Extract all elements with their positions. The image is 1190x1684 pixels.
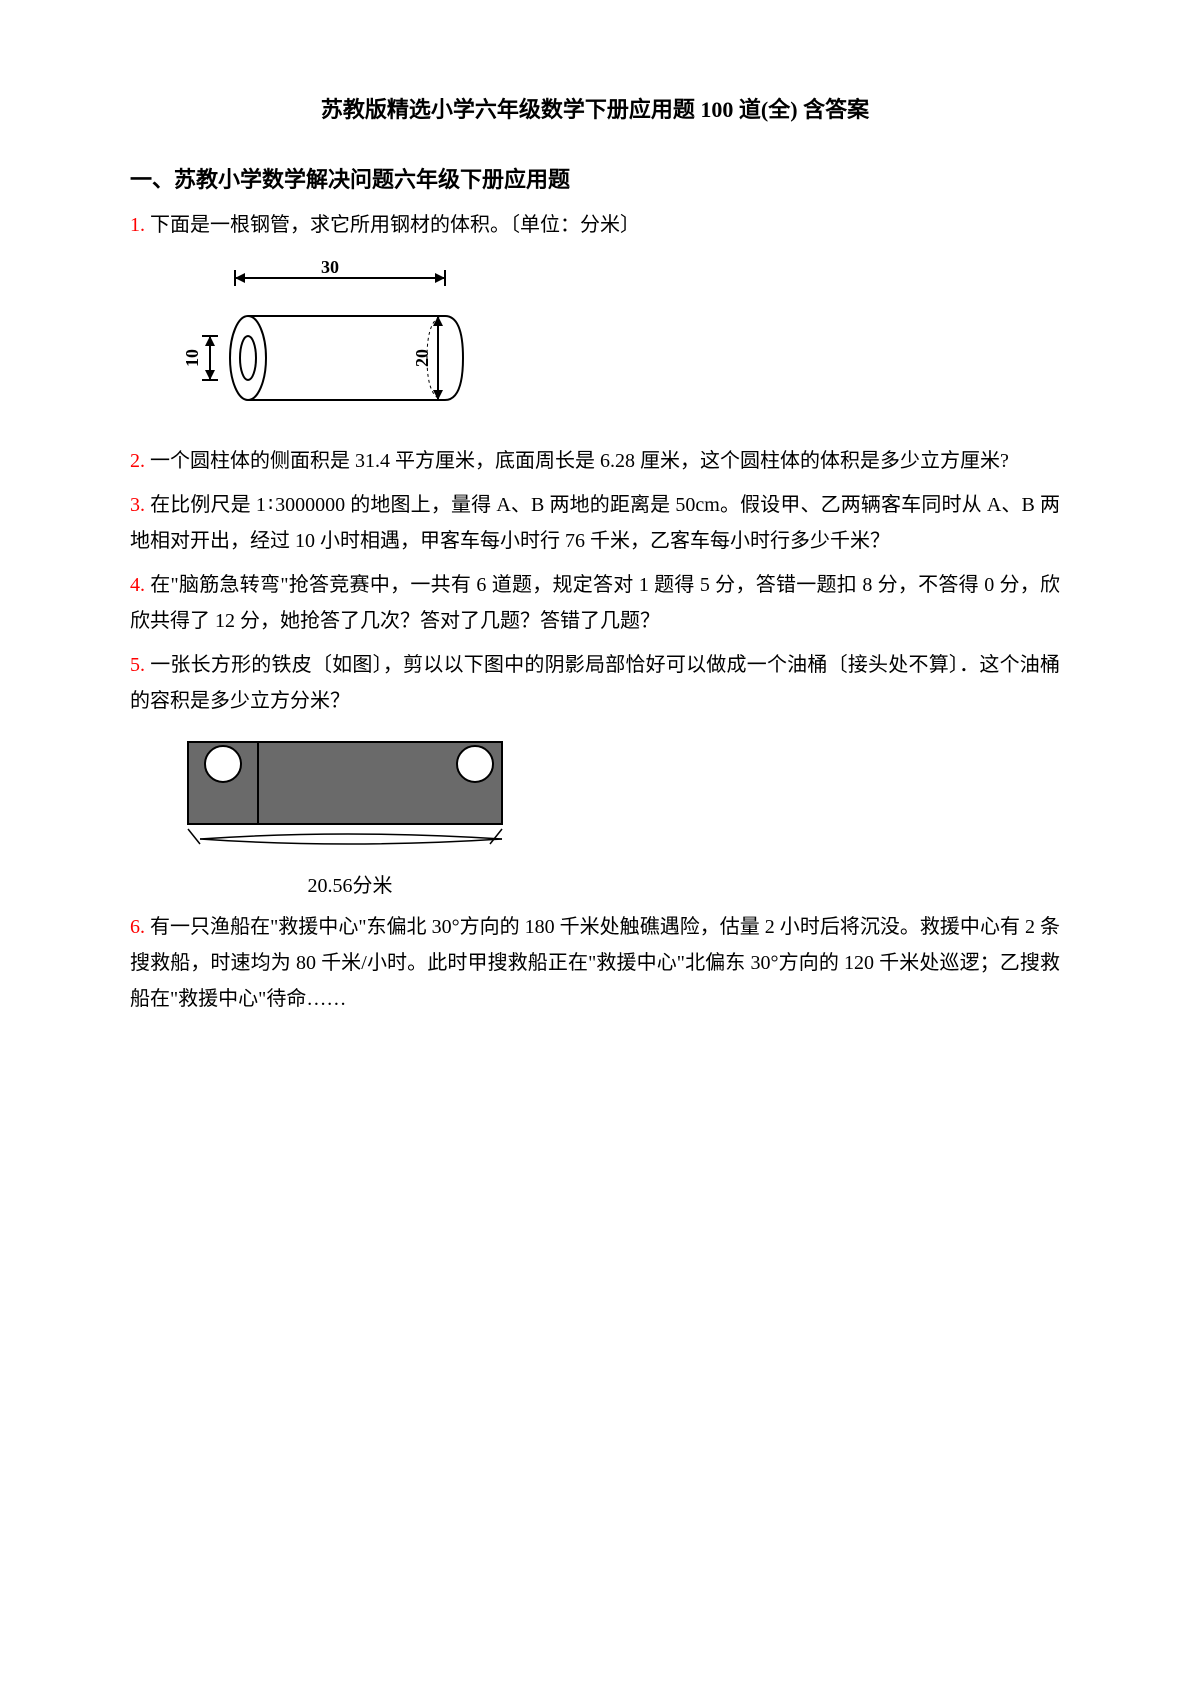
- question-3-body-before: 在比例尺是 1: [150, 494, 266, 516]
- page-title: 苏教版精选小学六年级数学下册应用题 100 道(全) 含答案: [130, 90, 1060, 130]
- dim-right-label: 20: [412, 349, 432, 367]
- question-4-body: 在"脑筋急转弯"抢答竞赛中，一共有 6 道题，规定答对 1 题得 5 分，答错一…: [130, 574, 1060, 632]
- question-4: 4. 在"脑筋急转弯"抢答竞赛中，一共有 6 道题，规定答对 1 题得 5 分，…: [130, 567, 1060, 639]
- barrel-svg: [180, 734, 520, 854]
- question-5-text: 5. 一张长方形的铁皮〔如图〕，剪以以下图中的阴影局部恰好可以做成一个油桶〔接头…: [130, 647, 1060, 719]
- question-4-number: 4.: [130, 574, 145, 596]
- question-3: 3. 在比例尺是 1∶3000000 的地图上，量得 A、B 两地的距离是 50…: [130, 487, 1060, 559]
- question-2-number: 2.: [130, 450, 145, 472]
- figure-pipe: 30 10 20: [180, 258, 1060, 418]
- section-heading: 一、苏教小学数学解决问题六年级下册应用题: [130, 160, 1060, 200]
- question-2-text: 2. 一个圆柱体的侧面积是 31.4 平方厘米，底面周长是 6.28 厘米，这个…: [130, 443, 1060, 479]
- question-1-text: 1. 下面是一根钢管，求它所用钢材的体积。〔单位：分米〕: [130, 207, 1060, 243]
- pipe-svg: 30 10 20: [180, 258, 490, 418]
- pipe-diagram: 30 10 20: [180, 258, 490, 418]
- dim-left-label: 10: [182, 349, 202, 367]
- question-2: 2. 一个圆柱体的侧面积是 31.4 平方厘米，底面周长是 6.28 厘米，这个…: [130, 443, 1060, 479]
- dim-top-label: 30: [321, 258, 339, 277]
- barrel-dimension-label: 20.56分米: [180, 868, 520, 904]
- question-5-number: 5.: [130, 654, 145, 676]
- question-1-body: 下面是一根钢管，求它所用钢材的体积。〔单位：分米〕: [150, 214, 640, 236]
- question-5-body: 一张长方形的铁皮〔如图〕，剪以以下图中的阴影局部恰好可以做成一个油桶〔接头处不算…: [130, 654, 1060, 712]
- question-6-text: 6. 有一只渔船在"救援中心"东偏北 30°方向的 180 千米处触礁遇险，估量…: [130, 909, 1060, 1017]
- question-3-text: 3. 在比例尺是 1∶3000000 的地图上，量得 A、B 两地的距离是 50…: [130, 487, 1060, 559]
- barrel-diagram: 20.56分米: [180, 734, 520, 884]
- ratio-colon: ∶: [268, 494, 273, 516]
- question-1-number: 1.: [130, 214, 145, 236]
- figure-barrel: 20.56分米: [180, 734, 1060, 884]
- question-1: 1. 下面是一根钢管，求它所用钢材的体积。〔单位：分米〕 30: [130, 207, 1060, 418]
- question-6: 6. 有一只渔船在"救援中心"东偏北 30°方向的 180 千米处触礁遇险，估量…: [130, 909, 1060, 1017]
- question-2-body: 一个圆柱体的侧面积是 31.4 平方厘米，底面周长是 6.28 厘米，这个圆柱体…: [150, 450, 1009, 472]
- question-3-number: 3.: [130, 494, 145, 516]
- question-4-text: 4. 在"脑筋急转弯"抢答竞赛中，一共有 6 道题，规定答对 1 题得 5 分，…: [130, 567, 1060, 639]
- question-5: 5. 一张长方形的铁皮〔如图〕，剪以以下图中的阴影局部恰好可以做成一个油桶〔接头…: [130, 647, 1060, 884]
- question-6-body: 有一只渔船在"救援中心"东偏北 30°方向的 180 千米处触礁遇险，估量 2 …: [130, 916, 1060, 1010]
- question-6-number: 6.: [130, 916, 145, 938]
